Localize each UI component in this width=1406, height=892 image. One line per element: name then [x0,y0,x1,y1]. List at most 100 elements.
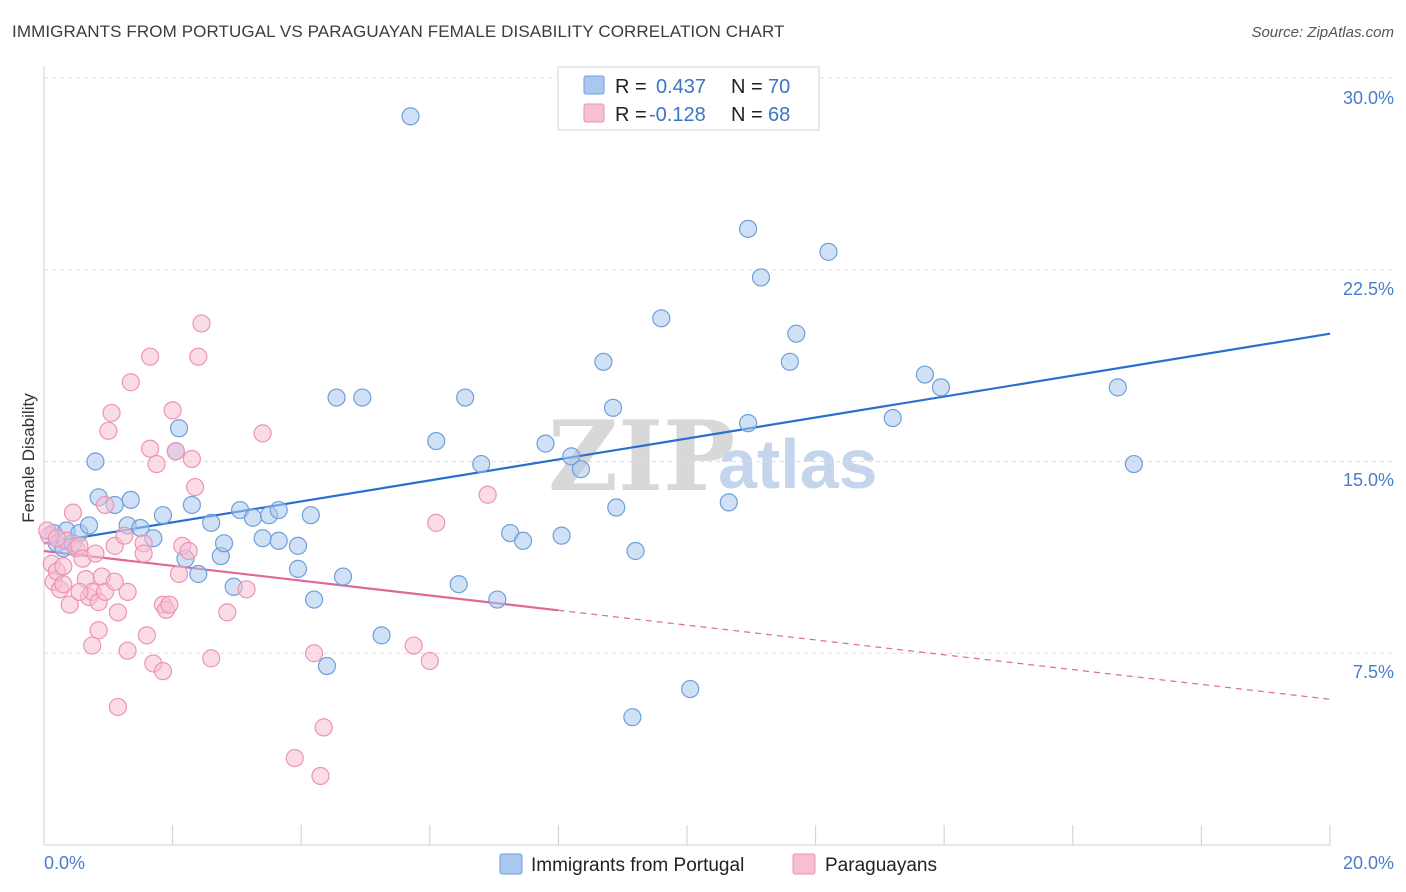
data-point-pink [163,401,182,420]
points-layer [38,107,1143,786]
data-point-pink [237,580,256,599]
data-point-pink [189,347,208,366]
data-point-blue [931,378,951,397]
data-point-pink [105,572,124,591]
x-tick-label-max: 20.0% [1343,853,1394,873]
data-point-pink [83,636,102,655]
data-point-pink [134,544,153,563]
data-point-blue [269,531,288,550]
data-point-pink [137,626,156,645]
data-point-blue [819,242,838,261]
legend-r-value-blue: 0.437 [656,76,706,98]
data-point-pink [47,529,66,548]
data-point-pink [404,636,423,655]
data-point-blue [594,352,613,371]
data-point-blue [738,414,758,433]
data-point-pink [218,603,237,622]
data-point-blue [288,559,308,578]
data-point-blue [214,534,234,553]
data-point-pink [285,748,304,768]
data-point-blue [253,529,272,548]
legend-n-value-pink: 68 [768,104,790,126]
data-point-blue [1124,454,1143,474]
data-point-blue [288,536,308,555]
y-tick-label-30: 30.0% [1343,88,1394,108]
data-point-blue [652,309,671,328]
data-point-pink [115,526,134,545]
data-point-pink [182,449,201,469]
data-point-pink [166,442,185,461]
data-point-pink [108,603,128,622]
data-point-pink [102,403,121,423]
data-point-blue [333,567,353,586]
data-point-blue [243,508,263,527]
bottom-legend-label-portugal: Immigrants from Portugal [531,855,744,876]
legend-r-label-pink: R = [615,104,647,126]
bottom-legend-label-paraguayans: Paraguayans [825,855,937,876]
data-point-blue [607,498,626,517]
data-point-pink [160,595,179,614]
data-point-blue [202,513,221,532]
legend-swatch-blue [583,75,605,95]
axis-layer [43,66,1331,846]
legend-r-value-pink: -0.128 [649,104,706,126]
y-tick-label-22-5: 22.5% [1343,279,1394,299]
data-point-blue [536,434,555,453]
legend-n-label-blue: N = [731,76,763,98]
trend-line-pink-solid [43,549,559,612]
data-point-blue [552,526,571,545]
grid-layer [44,77,1392,654]
data-point-pink [118,641,137,660]
legend-r-label-blue: R = [615,76,647,98]
watermark-atlas: atlas [718,425,878,503]
data-point-blue [353,388,372,407]
data-point-pink [140,347,160,366]
legend-n-label-pink: N = [731,104,763,126]
data-point-blue [372,626,391,645]
data-point-blue [488,590,507,609]
data-point-blue [787,324,806,343]
data-point-pink [108,697,128,717]
data-point-blue [1108,378,1127,397]
data-point-pink [54,557,73,576]
data-point-pink [253,424,272,443]
data-point-pink [311,766,330,786]
data-point-pink [140,439,160,458]
correlation-legend: R = 0.437 N = 70 R = -0.128 N = 68 [557,66,820,131]
data-point-pink [118,582,137,601]
data-point-blue [513,531,533,550]
data-point-blue [153,506,173,525]
data-point-pink [169,564,189,584]
data-point-pink [95,495,115,515]
data-point-pink [54,575,73,594]
data-point-blue [915,365,935,384]
data-point-blue [472,454,491,474]
data-point-blue [304,590,324,609]
data-point-pink [70,582,89,601]
data-point-blue [189,564,208,584]
data-point-blue [121,490,140,509]
data-point-blue [883,408,902,428]
data-point-pink [63,503,83,522]
data-point-blue [681,679,700,699]
trend-line-pink-dashed [558,609,1331,700]
series-legend: Immigrants from Portugal Paraguayans [499,853,937,876]
legend-swatch-pink [583,103,605,123]
data-point-pink [420,651,439,671]
data-point-pink [147,454,166,474]
data-point-blue [626,541,645,561]
chart-title: IMMIGRANTS FROM PORTUGAL VS PARAGUAYAN F… [12,22,785,41]
data-point-pink [186,477,205,497]
trend-line-blue [43,332,1331,545]
data-point-blue [79,516,99,535]
data-point-blue [623,708,642,727]
data-point-blue [86,452,105,471]
watermark: ZIP atlas [548,400,878,513]
y-tick-label-15: 15.0% [1343,470,1394,490]
data-point-pink [314,718,333,737]
data-point-pink [478,485,497,504]
data-point-blue [562,447,581,466]
data-point-pink [86,544,105,563]
bottom-legend-swatch-pink [792,853,816,875]
